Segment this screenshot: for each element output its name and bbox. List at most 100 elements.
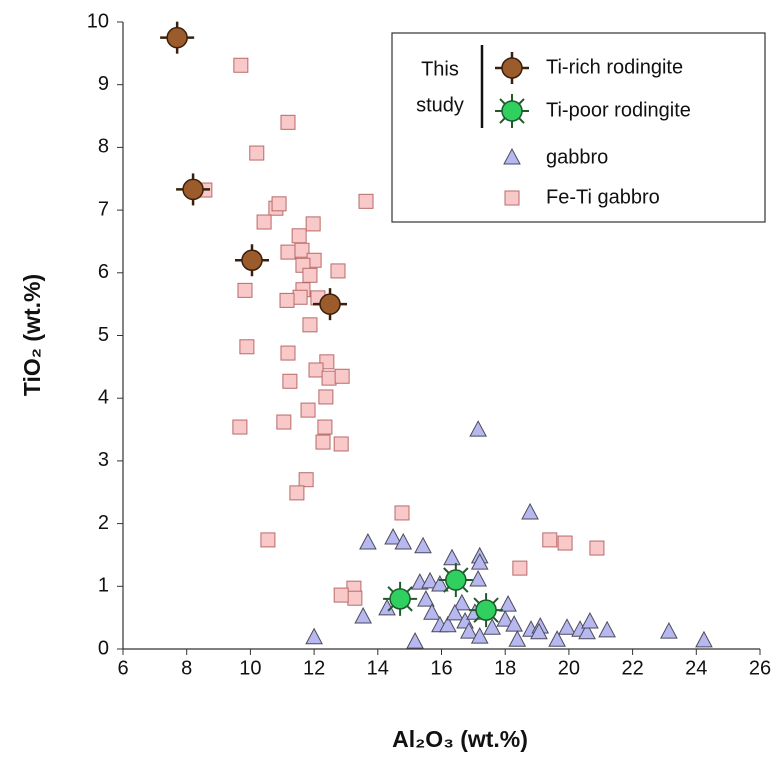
point [406, 632, 424, 649]
marker-triangle [505, 615, 523, 632]
point [521, 502, 539, 520]
x-tick-label: 12 [303, 657, 325, 679]
point [695, 630, 713, 648]
point [431, 574, 449, 592]
point [294, 242, 310, 258]
marker-triangle [359, 532, 377, 550]
point [260, 532, 276, 548]
point [280, 114, 296, 130]
point [383, 581, 418, 616]
x-tick-label: 10 [239, 657, 261, 679]
y-tick-label: 0 [98, 637, 109, 659]
marker-circle [389, 588, 411, 610]
point [321, 370, 337, 386]
marker-square [280, 244, 296, 260]
point [359, 532, 377, 550]
point [239, 339, 255, 355]
point [460, 622, 478, 639]
marker-square [280, 345, 296, 361]
marker-triangle [530, 622, 548, 640]
point [282, 373, 298, 389]
marker-triangle [496, 610, 515, 627]
x-tick-label: 6 [117, 657, 128, 679]
marker-triangle [483, 618, 501, 635]
marker-square [589, 540, 605, 556]
legend-box [391, 32, 766, 223]
point [578, 622, 596, 640]
point [423, 603, 441, 620]
marker-circle [319, 293, 341, 315]
marker-square [256, 214, 272, 230]
marker-circle [501, 57, 523, 79]
marker-square [260, 532, 276, 548]
x-axis-label: Al₂O₃ (wt.%) [392, 726, 528, 752]
marker-circle [166, 26, 188, 49]
marker-circle [445, 569, 467, 591]
point [558, 618, 576, 635]
marker-triangle [598, 620, 616, 638]
marker-square [237, 282, 253, 298]
marker-triangle [446, 603, 464, 621]
point [237, 282, 253, 298]
marker-square [282, 373, 298, 389]
point [233, 57, 249, 73]
marker-triangle [453, 593, 471, 611]
marker-square [292, 289, 308, 305]
y-tick-label: 1 [98, 575, 109, 597]
marker-triangle [431, 574, 449, 592]
point [557, 535, 573, 551]
marker-square [280, 114, 296, 130]
marker-square [333, 587, 349, 603]
marker-circle [501, 100, 523, 122]
point [394, 505, 410, 521]
marker-triangle [508, 630, 527, 647]
point [358, 193, 374, 209]
marker-triangle [503, 147, 521, 165]
point [300, 402, 316, 418]
marker-triangle [394, 532, 413, 550]
point [414, 536, 432, 554]
marker-square [317, 419, 333, 435]
marker-triangle [469, 569, 487, 587]
point [308, 362, 324, 378]
point [298, 472, 314, 488]
marker-square [305, 216, 321, 232]
point [305, 627, 323, 645]
legend-marker [495, 94, 529, 128]
marker-square [279, 292, 295, 308]
legend-label: gabbro [546, 146, 608, 168]
point [496, 610, 515, 627]
point [176, 173, 211, 206]
marker-triangle [421, 571, 439, 589]
point [581, 611, 599, 629]
marker-square [315, 434, 331, 450]
point [302, 267, 318, 283]
point [305, 216, 321, 232]
point [453, 593, 471, 611]
point [439, 615, 457, 633]
y-tick-label: 9 [98, 73, 109, 95]
point [589, 540, 605, 556]
legend-marker [504, 190, 520, 206]
marker-triangle [470, 553, 489, 570]
marker-circle [182, 178, 204, 201]
point [394, 532, 413, 550]
y-tick-label: 6 [98, 261, 109, 283]
point [334, 368, 350, 384]
marker-square [233, 57, 249, 73]
marker-triangle [414, 536, 432, 554]
point [438, 563, 473, 598]
point [469, 569, 487, 587]
point [542, 532, 558, 548]
point [512, 560, 528, 576]
point [469, 593, 504, 628]
marker-square [239, 339, 255, 355]
point [313, 288, 348, 321]
marker-square [302, 267, 318, 283]
marker-triangle [406, 632, 424, 649]
marker-triangle [470, 627, 489, 644]
point [417, 590, 435, 607]
y-tick-label: 4 [98, 386, 109, 408]
point [317, 419, 333, 435]
